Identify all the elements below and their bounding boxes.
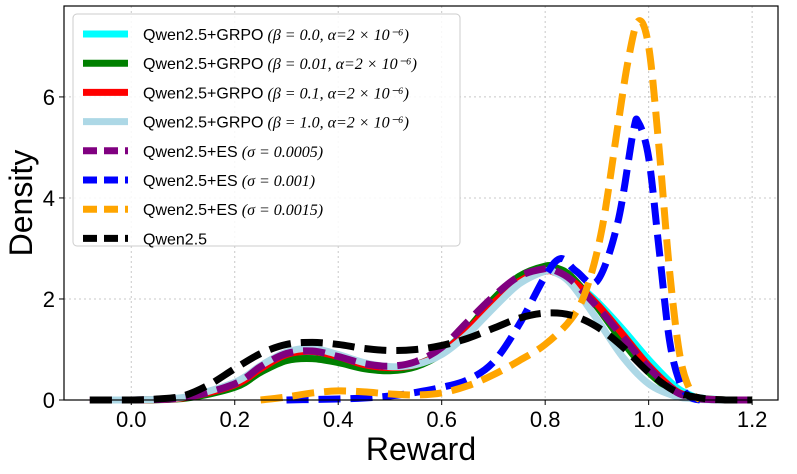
- series-line-8: [89, 309, 753, 404]
- legend-entry: Qwen2.5+GRPO (β = 0.01, α=2 × 10⁻⁶): [143, 56, 417, 73]
- x-tick-label: 0.0: [116, 407, 147, 432]
- series-layer: [89, 17, 753, 404]
- y-tick-label: 4: [43, 186, 55, 211]
- series-line-7: [260, 17, 703, 404]
- legend-entry: Qwen2.5+ES (σ = 0.001): [143, 173, 315, 190]
- legend-box: [72, 13, 461, 247]
- legend-entry: Qwen2.5+ES (σ = 0.0015): [143, 202, 323, 219]
- legend: Qwen2.5+GRPO (β = 0.0, α=2 × 10⁻⁶) Qwen2.…: [72, 13, 461, 248]
- legend-entry: Qwen2.5+GRPO (β = 0.1, α=2 × 10⁻⁶): [143, 85, 409, 102]
- series-line-2: [89, 262, 753, 404]
- legend-entry: Qwen2.5+GRPO (β = 0.0, α=2 × 10⁻⁶): [143, 27, 409, 44]
- legend-entry: Qwen2.5: [143, 231, 207, 248]
- x-tick-label: 0.8: [530, 407, 561, 432]
- legend-entry: Qwen2.5+GRPO (β = 1.0, α=2 × 10⁻⁶): [143, 115, 409, 132]
- series-line-6: [286, 115, 702, 404]
- y-tick-label: 2: [43, 287, 55, 312]
- x-tick-label: 1.2: [737, 407, 768, 432]
- x-axis-label: Reward: [366, 431, 476, 467]
- x-tick-label: 0.4: [323, 407, 354, 432]
- y-tick-label: 0: [43, 388, 55, 413]
- axis-ticks: 0.0 0.2 0.4 0.6 0.8 1.0 1.2 0 2 4 6: [43, 85, 768, 432]
- x-tick-label: 0.6: [426, 407, 457, 432]
- plot-frame: [63, 5, 779, 401]
- y-tick-label: 6: [43, 85, 55, 110]
- y-axis-label: Density: [3, 150, 39, 257]
- x-tick-label: 1.0: [633, 407, 664, 432]
- legend-entry: Qwen2.5+ES (σ = 0.0005): [143, 144, 323, 161]
- x-tick-label: 0.2: [219, 407, 250, 432]
